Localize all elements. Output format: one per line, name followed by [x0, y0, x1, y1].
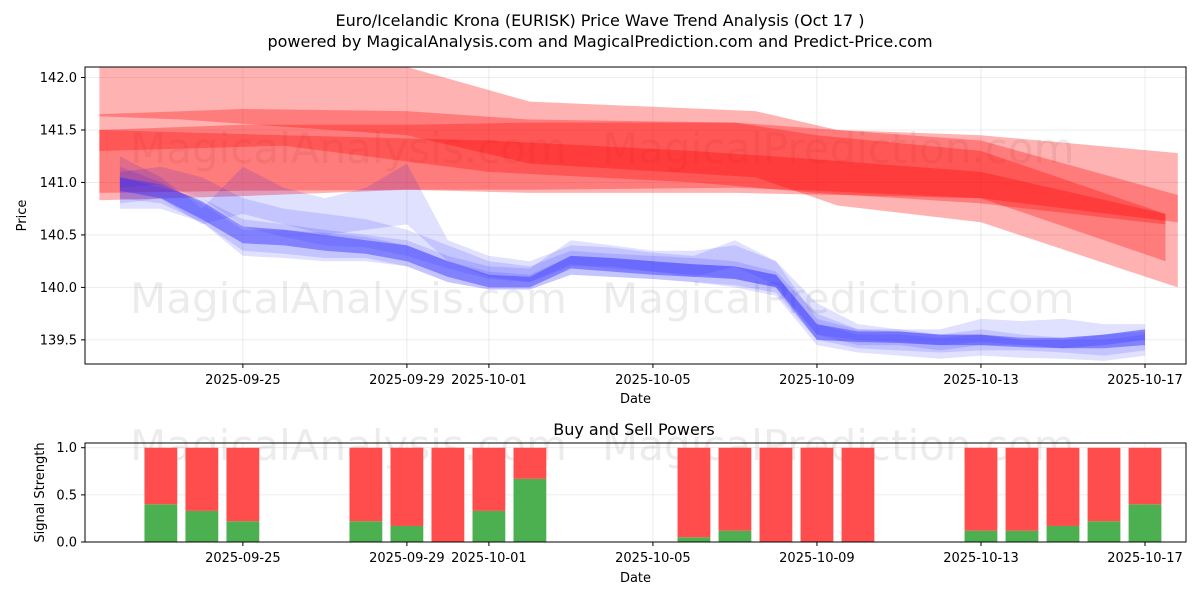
buy-power-bar — [1087, 521, 1121, 542]
trend-band-area — [119, 177, 1145, 349]
watermark-text: MagicalPrediction.com — [602, 274, 1075, 323]
x-tick-label: 2025-10-17 — [1107, 551, 1183, 566]
chart-title: Euro/Icelandic Krona (EURISK) Price Wave… — [336, 11, 865, 30]
watermark-text: MagicalAnalysis.com — [130, 124, 567, 173]
x-tick-label: 2025-09-25 — [205, 551, 281, 566]
bottom-axes-frame — [84, 442, 1187, 543]
sell-power-bar — [226, 447, 260, 522]
x-tick-label: 2025-10-05 — [615, 373, 691, 388]
buy-power-bar — [513, 478, 547, 542]
y-tick-label: 141.0 — [40, 176, 77, 191]
trend-band-area — [119, 166, 1145, 361]
buy-power-bar — [472, 510, 506, 542]
sell-power-bar — [144, 447, 178, 505]
x-tick-label: 2025-10-13 — [943, 373, 1019, 388]
sell-power-bar — [759, 447, 793, 542]
buy-power-bar — [1046, 525, 1080, 542]
sell-power-bar — [1087, 447, 1121, 522]
top-axes-frame — [84, 66, 1187, 365]
y-axis-label: Price — [15, 200, 30, 232]
x-tick-label: 2025-10-17 — [1107, 373, 1183, 388]
sell-power-bar — [1128, 447, 1162, 505]
y-tick-label: 140.5 — [40, 228, 77, 243]
chart-subtitle: powered by MagicalAnalysis.com and Magic… — [267, 32, 932, 51]
y-tick-label: 0.5 — [56, 488, 77, 503]
trend-band-area — [119, 166, 1145, 349]
buy-power-bar — [677, 537, 711, 542]
trend-band-area — [119, 156, 1145, 351]
x-axis-label: Date — [620, 571, 651, 586]
y-tick-label: 1.0 — [56, 441, 77, 456]
sell-power-bar — [677, 447, 711, 538]
trend-band-area — [99, 130, 1166, 225]
buy-power-bar — [185, 510, 219, 542]
x-tick-label: 2025-09-25 — [205, 373, 281, 388]
bands-group — [99, 67, 1178, 361]
sell-power-bar — [349, 447, 383, 522]
sell-power-bar — [1005, 447, 1039, 531]
x-tick-label: 2025-10-13 — [943, 551, 1019, 566]
sell-power-bar — [964, 447, 998, 531]
sell-power-bar — [390, 447, 424, 526]
sell-power-bar — [718, 447, 752, 531]
trend-band-area — [119, 177, 1145, 356]
sell-power-bar — [472, 447, 506, 511]
x-tick-label: 2025-10-09 — [779, 551, 855, 566]
sell-power-bar — [800, 447, 834, 542]
y-tick-label: 0.0 — [56, 536, 77, 551]
buy-sell-panel: MagicalAnalysis.com MagicalPrediction.com… — [33, 421, 1187, 586]
watermark-text: MagicalPrediction.com — [602, 421, 1075, 470]
sell-power-bar — [185, 447, 219, 511]
watermark-text: MagicalAnalysis.com — [130, 274, 567, 323]
y-tick-label: 142.0 — [40, 71, 77, 86]
x-tick-label: 2025-10-01 — [451, 373, 527, 388]
y-axis-label: Signal Strength — [33, 442, 48, 542]
x-tick-label: 2025-10-01 — [451, 551, 527, 566]
buy-power-bar — [349, 521, 383, 542]
sell-power-bar — [513, 447, 547, 479]
buy-power-bar — [964, 530, 998, 542]
y-tick-label: 139.5 — [40, 333, 77, 348]
buy-power-bar — [1128, 504, 1162, 542]
trend-band-area — [99, 122, 1166, 262]
x-tick-label: 2025-10-09 — [779, 373, 855, 388]
trend-band-area — [99, 67, 1178, 288]
buy-power-bar — [1005, 530, 1039, 542]
x-tick-label: 2025-09-29 — [369, 373, 445, 388]
buy-power-bar — [144, 504, 178, 542]
buy-power-bar — [390, 525, 424, 542]
sell-power-bar — [431, 447, 465, 542]
buy-sell-title: Buy and Sell Powers — [553, 420, 715, 439]
x-tick-label: 2025-10-05 — [615, 551, 691, 566]
price-wave-panel: MagicalAnalysis.com MagicalPrediction.com… — [15, 66, 1187, 407]
sell-power-bar — [1046, 447, 1080, 526]
trend-band-area — [99, 109, 1178, 223]
watermark-text: MagicalPrediction.com — [602, 124, 1075, 173]
y-tick-label: 140.0 — [40, 281, 77, 296]
buy-power-bar — [718, 530, 752, 542]
x-tick-label: 2025-09-29 — [369, 551, 445, 566]
buy-power-bar — [226, 521, 260, 542]
x-axis-label: Date — [620, 392, 651, 407]
sell-power-bar — [841, 447, 875, 542]
y-tick-label: 141.5 — [40, 123, 77, 138]
